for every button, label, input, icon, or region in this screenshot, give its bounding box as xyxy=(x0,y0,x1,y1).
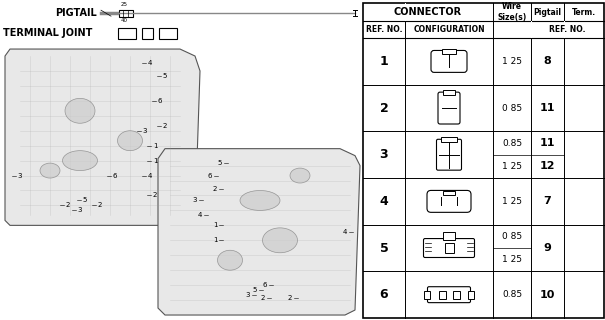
Bar xyxy=(443,191,455,196)
Text: 3: 3 xyxy=(246,292,250,298)
Text: 4: 4 xyxy=(148,172,152,179)
FancyBboxPatch shape xyxy=(431,51,467,72)
Text: 2: 2 xyxy=(66,203,70,208)
Text: 3: 3 xyxy=(18,172,22,179)
Text: 5: 5 xyxy=(379,242,388,254)
Ellipse shape xyxy=(65,98,95,123)
Bar xyxy=(439,291,445,299)
Bar xyxy=(441,137,457,142)
FancyBboxPatch shape xyxy=(424,239,474,258)
Text: 6: 6 xyxy=(263,282,267,288)
Text: 2: 2 xyxy=(163,123,167,129)
Ellipse shape xyxy=(240,190,280,211)
Text: 2: 2 xyxy=(153,193,157,198)
Text: 9: 9 xyxy=(543,243,551,253)
Ellipse shape xyxy=(263,228,298,253)
Text: 0.85: 0.85 xyxy=(502,139,522,148)
Ellipse shape xyxy=(62,151,97,171)
Bar xyxy=(142,28,153,39)
Text: Pigtail: Pigtail xyxy=(534,8,561,17)
Text: 1 25: 1 25 xyxy=(502,57,522,66)
Text: 2: 2 xyxy=(261,295,265,301)
Text: 1 25: 1 25 xyxy=(502,197,522,206)
FancyBboxPatch shape xyxy=(436,139,462,170)
Text: 5: 5 xyxy=(253,287,257,293)
Text: REF. NO.: REF. NO. xyxy=(549,25,586,34)
Bar xyxy=(443,90,455,95)
Text: 0 85: 0 85 xyxy=(502,104,522,113)
Text: 1 25: 1 25 xyxy=(502,255,522,264)
Ellipse shape xyxy=(117,131,143,151)
Text: CONNECTOR: CONNECTOR xyxy=(394,7,462,17)
FancyBboxPatch shape xyxy=(438,92,460,124)
Text: 4: 4 xyxy=(148,60,152,66)
Text: 1: 1 xyxy=(213,222,217,228)
Bar xyxy=(442,50,456,54)
Text: 4: 4 xyxy=(379,195,388,208)
Text: 6: 6 xyxy=(208,172,212,179)
Text: 5: 5 xyxy=(83,197,87,204)
Text: 3: 3 xyxy=(193,197,197,204)
Text: 0.85: 0.85 xyxy=(502,290,522,299)
Text: 5: 5 xyxy=(163,73,167,79)
Text: 6: 6 xyxy=(113,172,117,179)
Text: 6: 6 xyxy=(380,288,388,301)
FancyBboxPatch shape xyxy=(427,190,471,212)
Text: 4: 4 xyxy=(343,229,347,235)
Text: 1: 1 xyxy=(213,237,217,243)
Bar xyxy=(159,28,177,39)
Text: 40: 40 xyxy=(120,18,128,23)
Text: 1 25: 1 25 xyxy=(502,162,522,171)
Bar xyxy=(443,232,455,240)
Ellipse shape xyxy=(290,168,310,183)
Text: 3: 3 xyxy=(78,207,82,213)
Bar xyxy=(424,291,430,299)
Text: 2: 2 xyxy=(213,186,217,191)
Text: 2: 2 xyxy=(98,203,102,208)
Text: PIGTAIL: PIGTAIL xyxy=(55,8,97,18)
Bar xyxy=(119,10,133,17)
Bar xyxy=(468,291,474,299)
Text: 0 85: 0 85 xyxy=(502,232,522,241)
Text: 1: 1 xyxy=(152,143,157,149)
Text: REF. NO.: REF. NO. xyxy=(366,25,402,34)
Bar xyxy=(363,3,604,318)
Text: CONFIGURATION: CONFIGURATION xyxy=(413,25,485,34)
Text: 5: 5 xyxy=(218,160,222,166)
Text: 1: 1 xyxy=(379,55,388,68)
Text: 2: 2 xyxy=(288,295,292,301)
Text: 2: 2 xyxy=(379,101,388,115)
Text: 1: 1 xyxy=(152,158,157,164)
Bar xyxy=(118,28,136,39)
Text: 12: 12 xyxy=(540,161,555,172)
Text: 3: 3 xyxy=(380,148,388,161)
Text: 4: 4 xyxy=(198,212,202,219)
Text: 11: 11 xyxy=(540,103,555,113)
Text: 8: 8 xyxy=(544,56,551,67)
Text: 25: 25 xyxy=(120,2,128,7)
Text: Term.: Term. xyxy=(572,8,596,17)
Ellipse shape xyxy=(218,250,243,270)
Text: 10: 10 xyxy=(540,290,555,300)
Text: 3: 3 xyxy=(143,128,147,134)
Text: Wire
Size(s): Wire Size(s) xyxy=(497,3,526,22)
Text: 6: 6 xyxy=(158,98,162,104)
Bar xyxy=(445,243,454,253)
Ellipse shape xyxy=(40,163,60,178)
Text: TERMINAL JOINT: TERMINAL JOINT xyxy=(3,28,93,38)
Bar xyxy=(453,291,460,299)
Text: 11: 11 xyxy=(540,138,555,148)
Polygon shape xyxy=(158,149,360,315)
Polygon shape xyxy=(5,49,200,225)
FancyBboxPatch shape xyxy=(428,287,471,303)
Text: 7: 7 xyxy=(544,196,551,206)
